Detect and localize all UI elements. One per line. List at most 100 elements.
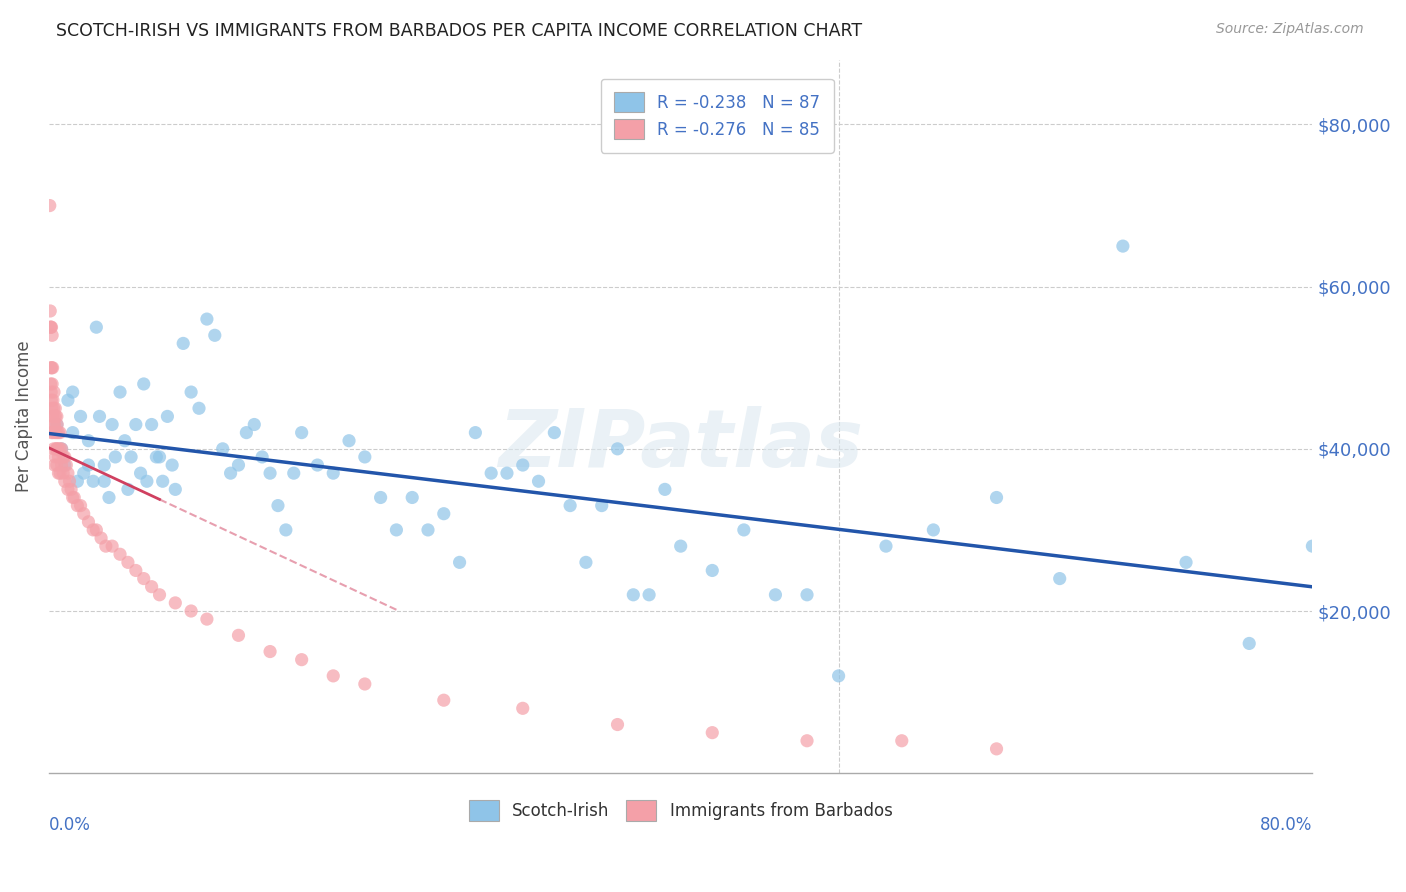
Point bbox=[66, 499, 89, 513]
Point bbox=[49, 466, 72, 480]
Point bbox=[259, 466, 281, 480]
Point bbox=[148, 588, 170, 602]
Point bbox=[986, 742, 1008, 756]
Point bbox=[291, 425, 314, 440]
Point bbox=[125, 417, 148, 432]
Point bbox=[827, 669, 849, 683]
Point bbox=[77, 515, 100, 529]
Point bbox=[416, 523, 439, 537]
Point bbox=[235, 425, 257, 440]
Point bbox=[39, 360, 62, 375]
Point bbox=[98, 491, 121, 505]
Point bbox=[104, 450, 127, 464]
Point bbox=[274, 523, 297, 537]
Point bbox=[39, 376, 62, 391]
Point bbox=[479, 466, 502, 480]
Point bbox=[73, 466, 96, 480]
Point bbox=[733, 523, 755, 537]
Point bbox=[654, 483, 676, 497]
Point bbox=[77, 458, 100, 472]
Point bbox=[114, 434, 136, 448]
Point bbox=[44, 425, 66, 440]
Point bbox=[42, 417, 65, 432]
Point bbox=[101, 539, 124, 553]
Point bbox=[148, 450, 170, 464]
Point bbox=[890, 733, 912, 747]
Point bbox=[41, 376, 63, 391]
Point bbox=[44, 401, 66, 416]
Point bbox=[219, 466, 242, 480]
Point bbox=[62, 385, 84, 400]
Point bbox=[1049, 572, 1071, 586]
Point bbox=[56, 466, 79, 480]
Point bbox=[464, 425, 486, 440]
Point bbox=[307, 458, 329, 472]
Y-axis label: Per Capita Income: Per Capita Income bbox=[15, 341, 32, 492]
Point bbox=[66, 475, 89, 489]
Point bbox=[41, 328, 63, 343]
Point bbox=[669, 539, 692, 553]
Point bbox=[922, 523, 945, 537]
Point bbox=[63, 491, 86, 505]
Point bbox=[401, 491, 423, 505]
Point bbox=[228, 458, 250, 472]
Point bbox=[141, 417, 163, 432]
Point bbox=[45, 442, 67, 456]
Point bbox=[543, 425, 565, 440]
Point bbox=[117, 483, 139, 497]
Point bbox=[250, 450, 273, 464]
Point bbox=[606, 442, 628, 456]
Point bbox=[875, 539, 897, 553]
Text: 0.0%: 0.0% bbox=[49, 816, 91, 834]
Point bbox=[41, 360, 63, 375]
Point bbox=[58, 475, 80, 489]
Point bbox=[56, 483, 79, 497]
Point bbox=[337, 434, 360, 448]
Point bbox=[527, 475, 550, 489]
Text: 80.0%: 80.0% bbox=[1260, 816, 1312, 834]
Point bbox=[1301, 539, 1323, 553]
Point bbox=[44, 409, 66, 424]
Point bbox=[86, 523, 108, 537]
Point bbox=[56, 393, 79, 408]
Point bbox=[496, 466, 519, 480]
Point bbox=[385, 523, 408, 537]
Point bbox=[353, 450, 375, 464]
Point bbox=[141, 580, 163, 594]
Point bbox=[53, 475, 76, 489]
Point bbox=[45, 442, 67, 456]
Point bbox=[41, 360, 63, 375]
Point bbox=[46, 417, 69, 432]
Point bbox=[49, 442, 72, 456]
Point bbox=[55, 458, 77, 472]
Point bbox=[145, 450, 167, 464]
Point bbox=[53, 450, 76, 464]
Point bbox=[44, 417, 66, 432]
Point bbox=[41, 409, 63, 424]
Point bbox=[46, 442, 69, 456]
Point bbox=[69, 499, 91, 513]
Point bbox=[39, 304, 62, 318]
Point bbox=[69, 409, 91, 424]
Point bbox=[606, 717, 628, 731]
Point bbox=[93, 475, 115, 489]
Point bbox=[90, 531, 112, 545]
Point bbox=[93, 458, 115, 472]
Point bbox=[353, 677, 375, 691]
Point bbox=[165, 596, 187, 610]
Point bbox=[51, 442, 73, 456]
Point bbox=[702, 725, 724, 739]
Point bbox=[702, 564, 724, 578]
Point bbox=[291, 653, 314, 667]
Point bbox=[243, 417, 266, 432]
Point bbox=[39, 320, 62, 334]
Point bbox=[42, 401, 65, 416]
Point bbox=[204, 328, 226, 343]
Point bbox=[42, 385, 65, 400]
Point bbox=[267, 499, 290, 513]
Point bbox=[129, 466, 152, 480]
Legend: Scotch-Irish, Immigrants from Barbados: Scotch-Irish, Immigrants from Barbados bbox=[461, 792, 901, 829]
Point bbox=[42, 393, 65, 408]
Point bbox=[39, 385, 62, 400]
Point bbox=[135, 475, 157, 489]
